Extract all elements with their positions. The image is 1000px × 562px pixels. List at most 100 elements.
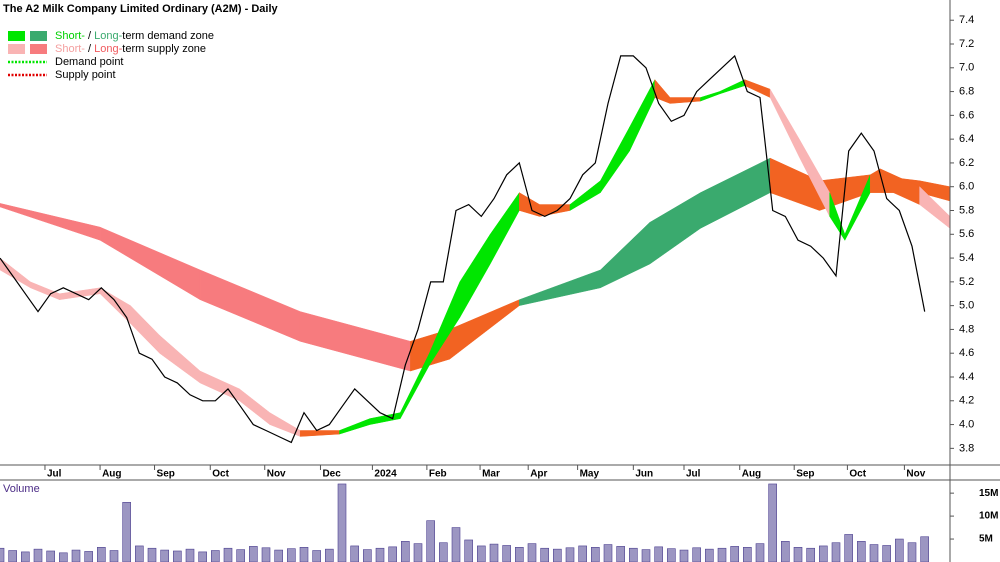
volume-bar [869, 544, 879, 562]
x-tick-label: Sep [796, 469, 814, 480]
legend-text: Short- [55, 43, 85, 55]
price-layer [0, 54, 926, 444]
x-tick-label: Aug [742, 469, 761, 480]
volume-bar [363, 549, 372, 562]
legend-label: Short- / Long-term supply zone [55, 43, 206, 55]
y-tick-label: 3.8 [959, 442, 974, 454]
volume-bar [641, 549, 651, 562]
y-tick-label: 5.4 [959, 252, 974, 264]
x-tick-label: Aug [102, 469, 121, 480]
volume-bar [375, 547, 385, 562]
volume-bar [71, 549, 81, 562]
volume-bar [109, 550, 119, 562]
volume-bar [553, 548, 562, 562]
volume-bar [730, 546, 739, 562]
y-tick-label: 6.2 [959, 157, 974, 169]
x-tick-label: Sep [157, 469, 175, 480]
volume-bar [439, 542, 448, 562]
price-line [0, 54, 926, 444]
volume-tick-label: 15M [979, 488, 998, 499]
legend-swatch [8, 31, 25, 41]
legend-label: Supply point [55, 69, 116, 81]
volume-bar [793, 547, 803, 562]
y-tick-label: 6.8 [959, 85, 974, 97]
legend-swatch [30, 31, 47, 41]
volume-bar [223, 547, 233, 562]
volume-bar [350, 545, 359, 562]
volume-bar [426, 520, 435, 562]
volume-bar [236, 549, 245, 562]
x-tick-label: Nov [267, 469, 286, 480]
volume-bar [0, 547, 5, 562]
y-tick-label: 5.8 [959, 204, 974, 216]
volume-bar [147, 547, 157, 562]
volume-bar [540, 547, 549, 562]
volume-bar [768, 483, 777, 562]
x-tick-label: Jul [47, 469, 62, 480]
volume-bar [717, 547, 727, 562]
volume-bar [84, 551, 93, 562]
legend-text: Supply point [55, 69, 116, 81]
x-tick-label: Jul [686, 469, 701, 480]
legend-text: Demand point [55, 56, 124, 68]
legend-swatch [30, 44, 47, 54]
volume-bar [451, 527, 461, 562]
volume-bar [261, 547, 271, 562]
volume-bar [591, 547, 600, 562]
chart-title: The A2 Milk Company Limited Ordinary (A2… [3, 3, 279, 15]
y-tick-label: 5.0 [959, 300, 974, 312]
legend-swatch [8, 44, 25, 54]
volume-bar [477, 545, 486, 562]
volume-bar [135, 545, 144, 562]
volume-bar [388, 546, 397, 562]
y-tick-label: 4.6 [959, 347, 974, 359]
legend-text: / [85, 30, 94, 42]
x-tick-label: Dec [322, 469, 341, 480]
legend-text: term supply zone [122, 43, 206, 55]
volume-panel: 5M 10M 15M [0, 483, 998, 562]
volume-bar [692, 547, 701, 562]
volume-bar [413, 543, 423, 562]
volume-bar [844, 534, 853, 562]
legend-text: Long- [94, 43, 122, 55]
volume-bar [515, 547, 524, 562]
volume-tick-label: 10M [979, 511, 998, 522]
volume-bar [882, 545, 891, 562]
volume-bar [743, 547, 752, 562]
legend-text: term demand zone [122, 30, 214, 42]
volume-bar [97, 547, 106, 562]
x-tick-label: Apr [530, 469, 547, 480]
volume-bar [312, 550, 321, 562]
volume-bar [211, 550, 220, 562]
volume-bar [401, 541, 410, 562]
volume-bar [679, 549, 689, 562]
legend-text: Short- [55, 30, 85, 42]
volume-label: Volume [3, 483, 40, 495]
volume-bar [173, 550, 182, 562]
x-tick-label: May [580, 469, 600, 480]
volume-bar [198, 551, 207, 562]
y-tick-label: 6.6 [959, 109, 974, 121]
x-tick-label: Feb [429, 469, 447, 480]
volume-bar [185, 548, 195, 562]
volume-bar [502, 545, 511, 562]
volume-tick-label: 5M [979, 534, 993, 545]
y-tick-label: 4.0 [959, 418, 974, 430]
y-tick-label: 5.2 [959, 276, 974, 288]
volume-bar [33, 548, 43, 562]
volume-bar [21, 551, 30, 562]
volume-bar [8, 550, 17, 562]
volume-bar [616, 546, 625, 562]
volume-bar [527, 543, 537, 562]
volume-bar [831, 542, 841, 562]
y-tick-label: 7.0 [959, 62, 974, 74]
volume-bar [629, 547, 638, 562]
volume-bar [325, 548, 334, 562]
y-tick-label: 5.6 [959, 228, 974, 240]
volume-bar [654, 546, 663, 562]
volume-bar [565, 547, 575, 562]
volume-bar [160, 549, 169, 562]
x-tick-label: Mar [482, 469, 500, 480]
